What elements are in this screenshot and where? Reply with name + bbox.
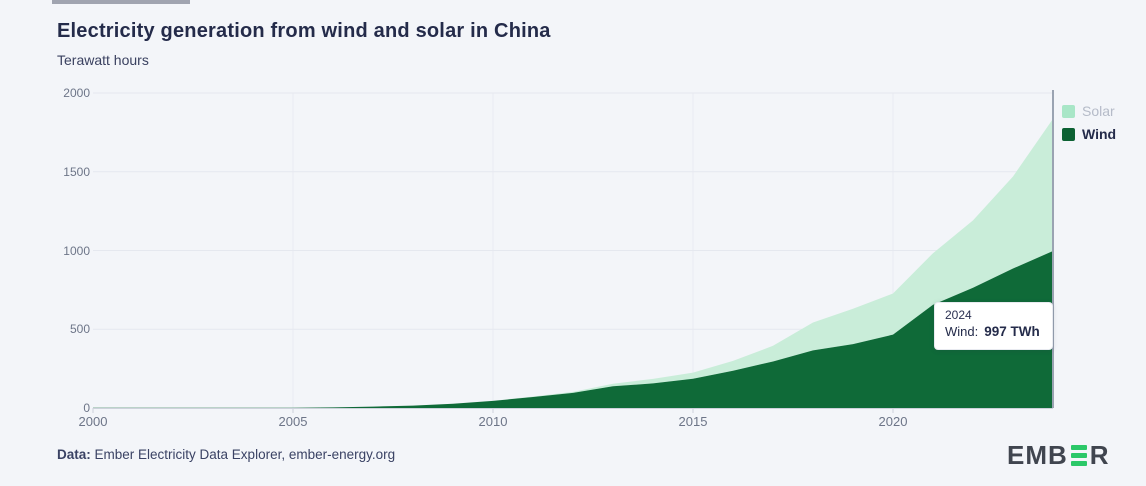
chart-legend: Solar Wind xyxy=(1062,103,1116,142)
ember-logo-prefix: EMB xyxy=(1007,440,1068,470)
tooltip-series-label: Wind: xyxy=(945,324,979,339)
wind-area xyxy=(93,251,1053,408)
x-tick-label: 2015 xyxy=(678,414,708,429)
legend-label: Solar xyxy=(1082,103,1115,119)
x-tick-label: 2000 xyxy=(78,414,108,429)
ember-logo-bar xyxy=(1070,445,1087,450)
x-tick-label: 2010 xyxy=(478,414,508,429)
legend-swatch-solar xyxy=(1062,104,1075,118)
ember-logo-bar xyxy=(1070,461,1087,466)
ember-logo-e-bars-icon xyxy=(1070,445,1087,466)
ember-logo-bar xyxy=(1070,453,1087,458)
legend-label: Wind xyxy=(1082,126,1117,142)
tooltip-value: 997 TWh xyxy=(984,324,1040,339)
legend-item-wind[interactable]: Wind xyxy=(1062,126,1116,142)
hover-tooltip: 2024 Wind: 997 TWh xyxy=(934,302,1053,350)
y-tick-label: 0 xyxy=(83,401,90,415)
data-source: Data: Ember Electricity Data Explorer, e… xyxy=(57,447,395,462)
y-tick-label: 500 xyxy=(69,322,90,337)
y-tick-label: 1000 xyxy=(63,243,90,258)
legend-item-solar[interactable]: Solar xyxy=(1062,103,1116,119)
ember-logo-suffix: R xyxy=(1089,440,1110,470)
chart-units-subtitle: Terawatt hours xyxy=(57,52,149,68)
ember-logo: EMB R xyxy=(1007,440,1110,471)
data-source-text: Ember Electricity Data Explorer, ember-e… xyxy=(90,447,396,462)
x-tick-label: 2005 xyxy=(278,414,308,429)
top-accent-bar xyxy=(52,0,190,4)
x-tick-label: 2020 xyxy=(878,414,908,429)
tooltip-year: 2024 xyxy=(945,308,972,322)
y-tick-label: 1500 xyxy=(63,164,90,179)
solar-area xyxy=(93,118,1053,408)
page-title: Electricity generation from wind and sol… xyxy=(57,20,551,42)
y-tick-label: 2000 xyxy=(63,86,90,100)
tooltip-series-row: Wind: 997 TWh xyxy=(945,324,1042,339)
data-source-label: Data: xyxy=(57,447,91,462)
legend-swatch-wind xyxy=(1062,127,1075,141)
